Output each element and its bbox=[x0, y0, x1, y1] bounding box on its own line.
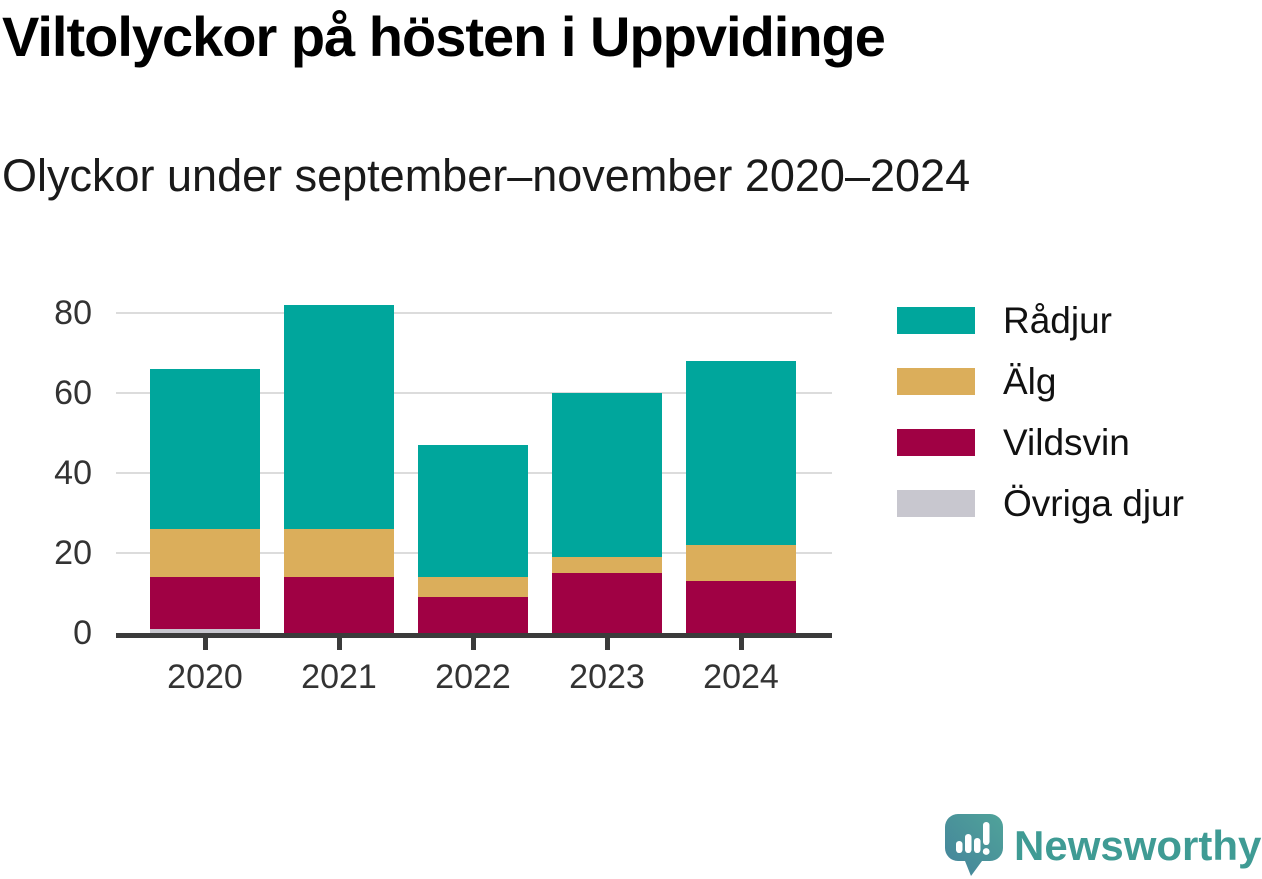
x-tick-mark bbox=[604, 638, 610, 650]
brand-footer: Newsworthy bbox=[945, 814, 1261, 877]
newsworthy-logo-icon bbox=[945, 814, 1003, 876]
bar-segment-2022 bbox=[418, 597, 528, 633]
x-tick-mark bbox=[738, 638, 744, 650]
x-tick-label: 2020 bbox=[167, 658, 243, 696]
brand-name: Newsworthy bbox=[1014, 821, 1262, 869]
legend-swatch bbox=[897, 368, 975, 395]
bar-segment-2020 bbox=[150, 629, 260, 633]
bar-segment-2024 bbox=[686, 581, 796, 633]
bar-segment-2021 bbox=[284, 305, 394, 529]
legend-swatch bbox=[897, 307, 975, 334]
legend-swatch bbox=[897, 429, 975, 456]
legend-label: Övriga djur bbox=[1003, 483, 1184, 524]
bar-segment-2023 bbox=[552, 557, 662, 573]
x-tick-label: 2021 bbox=[301, 658, 377, 696]
bar-segment-2024 bbox=[686, 545, 796, 581]
legend-swatch bbox=[897, 490, 975, 517]
bar-segment-2020 bbox=[150, 369, 260, 529]
legend-item: Övriga djur bbox=[897, 485, 1184, 522]
y-tick-label: 80 bbox=[54, 294, 92, 332]
legend-item: Älg bbox=[897, 363, 1056, 400]
x-tick-mark bbox=[202, 638, 208, 650]
x-tick-label: 2023 bbox=[569, 658, 645, 696]
y-tick-label: 20 bbox=[54, 534, 92, 572]
bar-segment-2020 bbox=[150, 529, 260, 577]
x-tick-mark bbox=[336, 638, 342, 650]
bar-segment-2022 bbox=[418, 445, 528, 577]
bar-segment-2023 bbox=[552, 393, 662, 557]
grid-line bbox=[116, 312, 832, 314]
x-axis-line bbox=[116, 633, 832, 638]
grid-line bbox=[116, 392, 832, 394]
y-tick-label: 0 bbox=[73, 614, 92, 652]
bar-segment-2022 bbox=[418, 577, 528, 597]
legend-item: Rådjur bbox=[897, 302, 1112, 339]
legend-item: Vildsvin bbox=[897, 424, 1130, 461]
legend-label: Vildsvin bbox=[1003, 422, 1130, 463]
bar-segment-2020 bbox=[150, 577, 260, 629]
x-tick-label: 2024 bbox=[703, 658, 779, 696]
bar-segment-2021 bbox=[284, 577, 394, 633]
bar-segment-2024 bbox=[686, 361, 796, 545]
chart-subtitle: Olyckor under september–november 2020–20… bbox=[2, 150, 971, 201]
x-tick-mark bbox=[470, 638, 476, 650]
chart-title: Viltolyckor på hösten i Uppvidinge bbox=[2, 5, 886, 68]
legend-label: Älg bbox=[1003, 361, 1057, 402]
bar-segment-2021 bbox=[284, 529, 394, 577]
x-tick-label: 2022 bbox=[435, 658, 511, 696]
bar-segment-2023 bbox=[552, 573, 662, 633]
legend-label: Rådjur bbox=[1003, 300, 1112, 341]
y-tick-label: 60 bbox=[54, 374, 92, 412]
y-tick-label: 40 bbox=[54, 454, 92, 492]
